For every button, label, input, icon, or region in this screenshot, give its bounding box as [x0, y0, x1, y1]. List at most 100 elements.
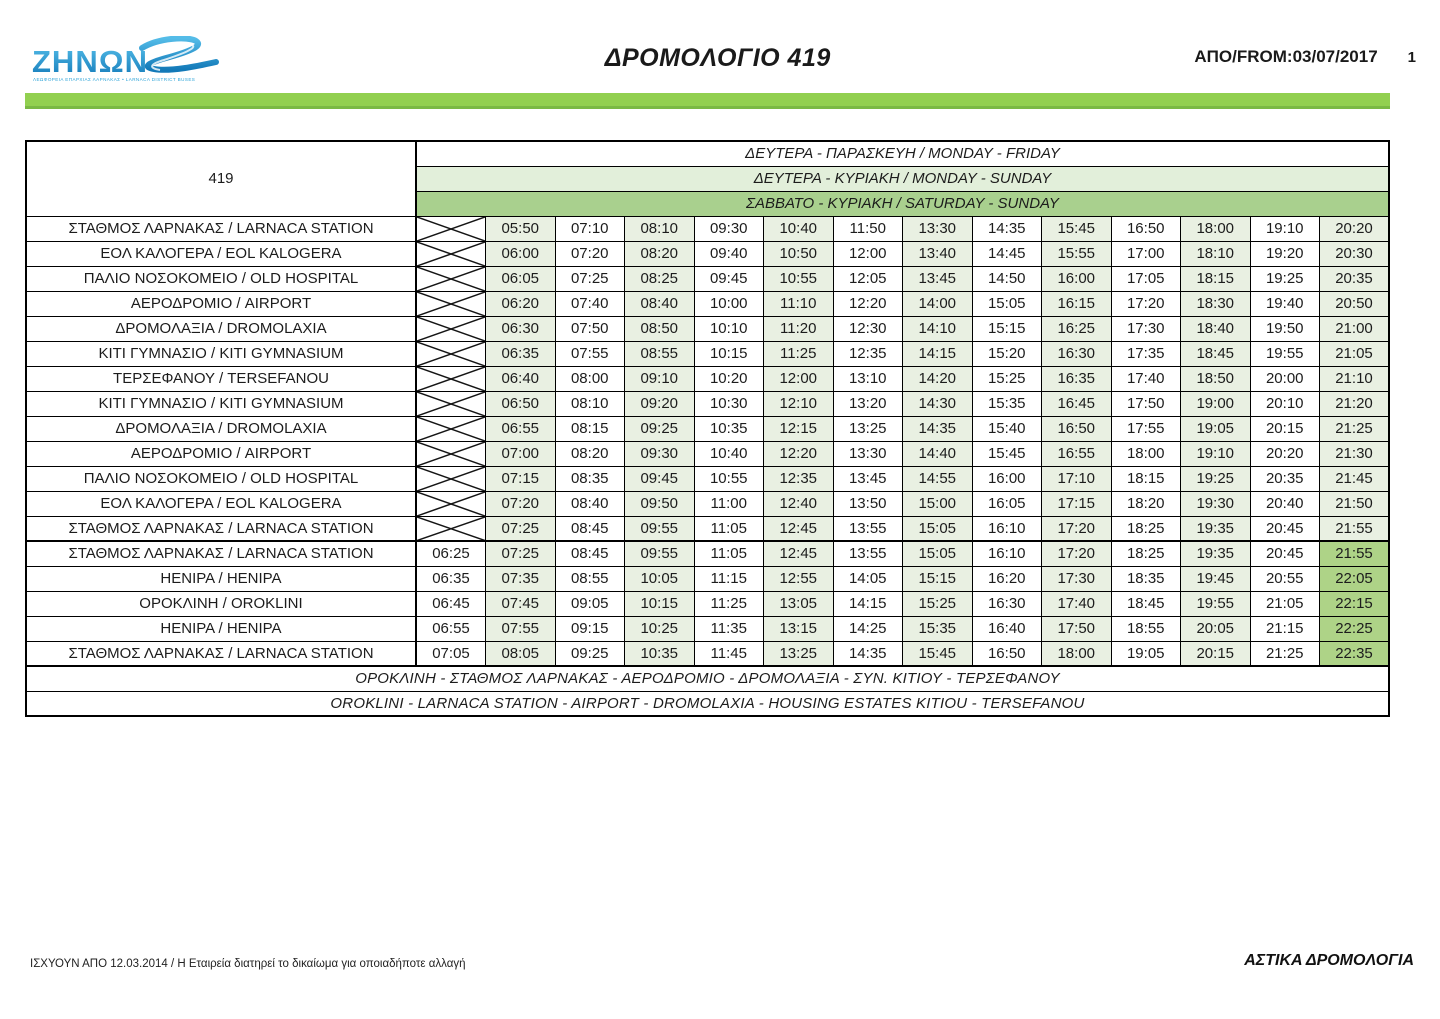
time-cell: 19:10: [1249, 215, 1320, 242]
time-cell: 14:10: [902, 315, 973, 342]
no-service-x-icon: [417, 267, 485, 291]
time-cell: 20:15: [1249, 415, 1320, 442]
time-cell: 18:45: [1180, 340, 1251, 367]
time-cell: 15:25: [971, 365, 1042, 392]
logo-swoosh-highlight: [147, 42, 195, 71]
time-cell: 08:50: [624, 315, 695, 342]
time-cell: 12:15: [763, 415, 834, 442]
time-cell: 19:25: [1249, 265, 1320, 292]
station-cell: ΔΡΟΜΟΛΑΞΙΑ / DROMOLAXIA: [25, 315, 417, 342]
timetable-row: ΣΤΑΘΜΟΣ ΛΑΡΝΑΚΑΣ / LARNACA STATION 07:25 0…: [25, 515, 1390, 542]
time-cell: 07:40: [554, 290, 625, 317]
time-cell: 14:35: [832, 640, 903, 667]
time-cell: 07:25: [554, 265, 625, 292]
time-cell: 09:25: [624, 415, 695, 442]
page-title: ΔΡΟΜΟΛΟΓΙΟ 419: [604, 44, 831, 72]
time-cell: 09:45: [624, 465, 695, 492]
time-cell: 18:25: [1110, 540, 1181, 567]
time-cell: 21:55: [1319, 540, 1390, 567]
route-description-english: OROKLINI - LARNACA STATION - AIRPORT - D…: [25, 690, 1390, 717]
time-cell: 13:45: [832, 465, 903, 492]
time-cell: 20:20: [1319, 215, 1390, 242]
time-cell: 12:30: [832, 315, 903, 342]
time-cell: 10:00: [693, 290, 764, 317]
no-service-cell: [415, 515, 486, 542]
time-cell: 11:45: [693, 640, 764, 667]
time-cell: 20:45: [1249, 540, 1320, 567]
time-cell: 17:20: [1041, 540, 1112, 567]
time-cell: 16:30: [971, 590, 1042, 617]
no-service-cell: [415, 315, 486, 342]
day-header-mon-fri: ΔΕΥΤΕΡΑ - ΠΑΡΑΣΚΕΥΗ / MONDAY - FRIDAY: [415, 140, 1390, 167]
time-cell: 21:05: [1249, 590, 1320, 617]
day-header-row: ΣΑΒΒΑΤΟ - ΚΥΡΙΑΚΗ / SATURDAY - SUNDAY: [26, 190, 1390, 217]
time-cell: 07:45: [485, 590, 556, 617]
time-cell: 08:45: [554, 515, 625, 542]
time-cell: 13:30: [902, 215, 973, 242]
time-cell: 08:10: [624, 215, 695, 242]
time-cell: 22:15: [1319, 590, 1390, 617]
no-service-cell: [415, 265, 486, 292]
time-cell: 08:10: [554, 390, 625, 417]
time-cell: 15:55: [1041, 240, 1112, 267]
time-cell: 17:30: [1110, 315, 1181, 342]
time-cell: 16:25: [1041, 315, 1112, 342]
time-cell: 09:30: [624, 440, 695, 467]
time-cell: 07:15: [485, 465, 556, 492]
time-cell: 19:35: [1180, 515, 1251, 542]
time-cell: 17:20: [1110, 290, 1181, 317]
timetable-body: ΣΤΑΘΜΟΣ ΛΑΡΝΑΚΑΣ / LARNACA STATION 05:50 0…: [25, 215, 1390, 667]
timetable-header: 419 ΔΕΥΤΕΡΑ - ΠΑΡΑΣΚΕΥΗ / MONDAY - FRIDA…: [25, 140, 1390, 217]
time-cell: 08:20: [554, 440, 625, 467]
time-cell: 15:15: [902, 565, 973, 592]
time-cell: 12:35: [763, 465, 834, 492]
time-cell: 15:05: [971, 290, 1042, 317]
time-cell: 19:35: [1180, 540, 1251, 567]
time-cell: 17:40: [1041, 590, 1112, 617]
time-cell: 15:35: [902, 615, 973, 642]
timetable-row: ΔΡΟΜΟΛΑΞΙΑ / DROMOLAXIA 06:30 07:50 08:50 10…: [25, 315, 1390, 342]
time-cell: 11:10: [763, 290, 834, 317]
no-service-x-icon: [417, 517, 485, 541]
time-cell: 20:50: [1319, 290, 1390, 317]
time-cell: 16:50: [971, 640, 1042, 667]
no-service-x-icon: [417, 367, 485, 391]
no-service-cell: [415, 340, 486, 367]
time-cell: 12:20: [832, 290, 903, 317]
logo-swoosh: [139, 35, 219, 73]
time-cell: 18:10: [1180, 240, 1251, 267]
zenon-logo-icon: ΖΗΝΩΝ ΛΕΩΦΟΡΕΙΑ ΕΠΑΡΧΙΑΣ ΛΑΡΝΑΚΑΣ • LARN…: [32, 35, 219, 82]
time-cell: 12:00: [832, 240, 903, 267]
time-cell: 14:35: [971, 215, 1042, 242]
time-cell: 15:05: [902, 540, 973, 567]
time-cell: 13:50: [832, 490, 903, 517]
time-cell: 07:35: [485, 565, 556, 592]
time-cell: 20:00: [1249, 365, 1320, 392]
time-cell: 14:45: [971, 240, 1042, 267]
time-cell: 12:35: [832, 340, 903, 367]
no-service-x-icon: [417, 467, 485, 491]
time-cell: 22:25: [1319, 615, 1390, 642]
no-service-cell: [415, 390, 486, 417]
time-cell: 11:25: [763, 340, 834, 367]
valid-from-date: ΑΠΟ/FROM:03/07/2017: [1194, 47, 1378, 66]
time-cell: 08:00: [554, 365, 625, 392]
time-cell: 10:30: [693, 390, 764, 417]
time-cell: 16:00: [971, 465, 1042, 492]
time-cell: 08:05: [485, 640, 556, 667]
timetable-row: HENIPA / HENIPA 06:55 07:55 09:15 10:25 11:35…: [25, 615, 1390, 642]
time-cell: 12:55: [763, 565, 834, 592]
time-cell: 12:45: [763, 515, 834, 542]
time-cell: 14:50: [971, 265, 1042, 292]
time-cell: 18:50: [1180, 365, 1251, 392]
station-cell: ΚΙΤΙ ΓΥΜΝΑΣΙΟ / KITI GYMNASIUM: [25, 390, 417, 417]
time-cell: 16:30: [1041, 340, 1112, 367]
time-cell: 17:30: [1041, 565, 1112, 592]
validity-note: ΙΣΧΥΟΥΝ ΑΠΟ 12.03.2014 / Η Εταιρεία διατ…: [30, 958, 466, 970]
time-cell: 20:30: [1319, 240, 1390, 267]
time-cell: 10:50: [763, 240, 834, 267]
timetable-row: ΣΤΑΘΜΟΣ ΛΑΡΝΑΚΑΣ / LARNACA STATION 06:25 0…: [25, 540, 1390, 567]
time-cell: 14:20: [902, 365, 973, 392]
time-cell: 16:15: [1041, 290, 1112, 317]
timetable-table: 419 ΔΕΥΤΕΡΑ - ΠΑΡΑΣΚΕΥΗ / MONDAY - FRIDA…: [25, 140, 1390, 717]
